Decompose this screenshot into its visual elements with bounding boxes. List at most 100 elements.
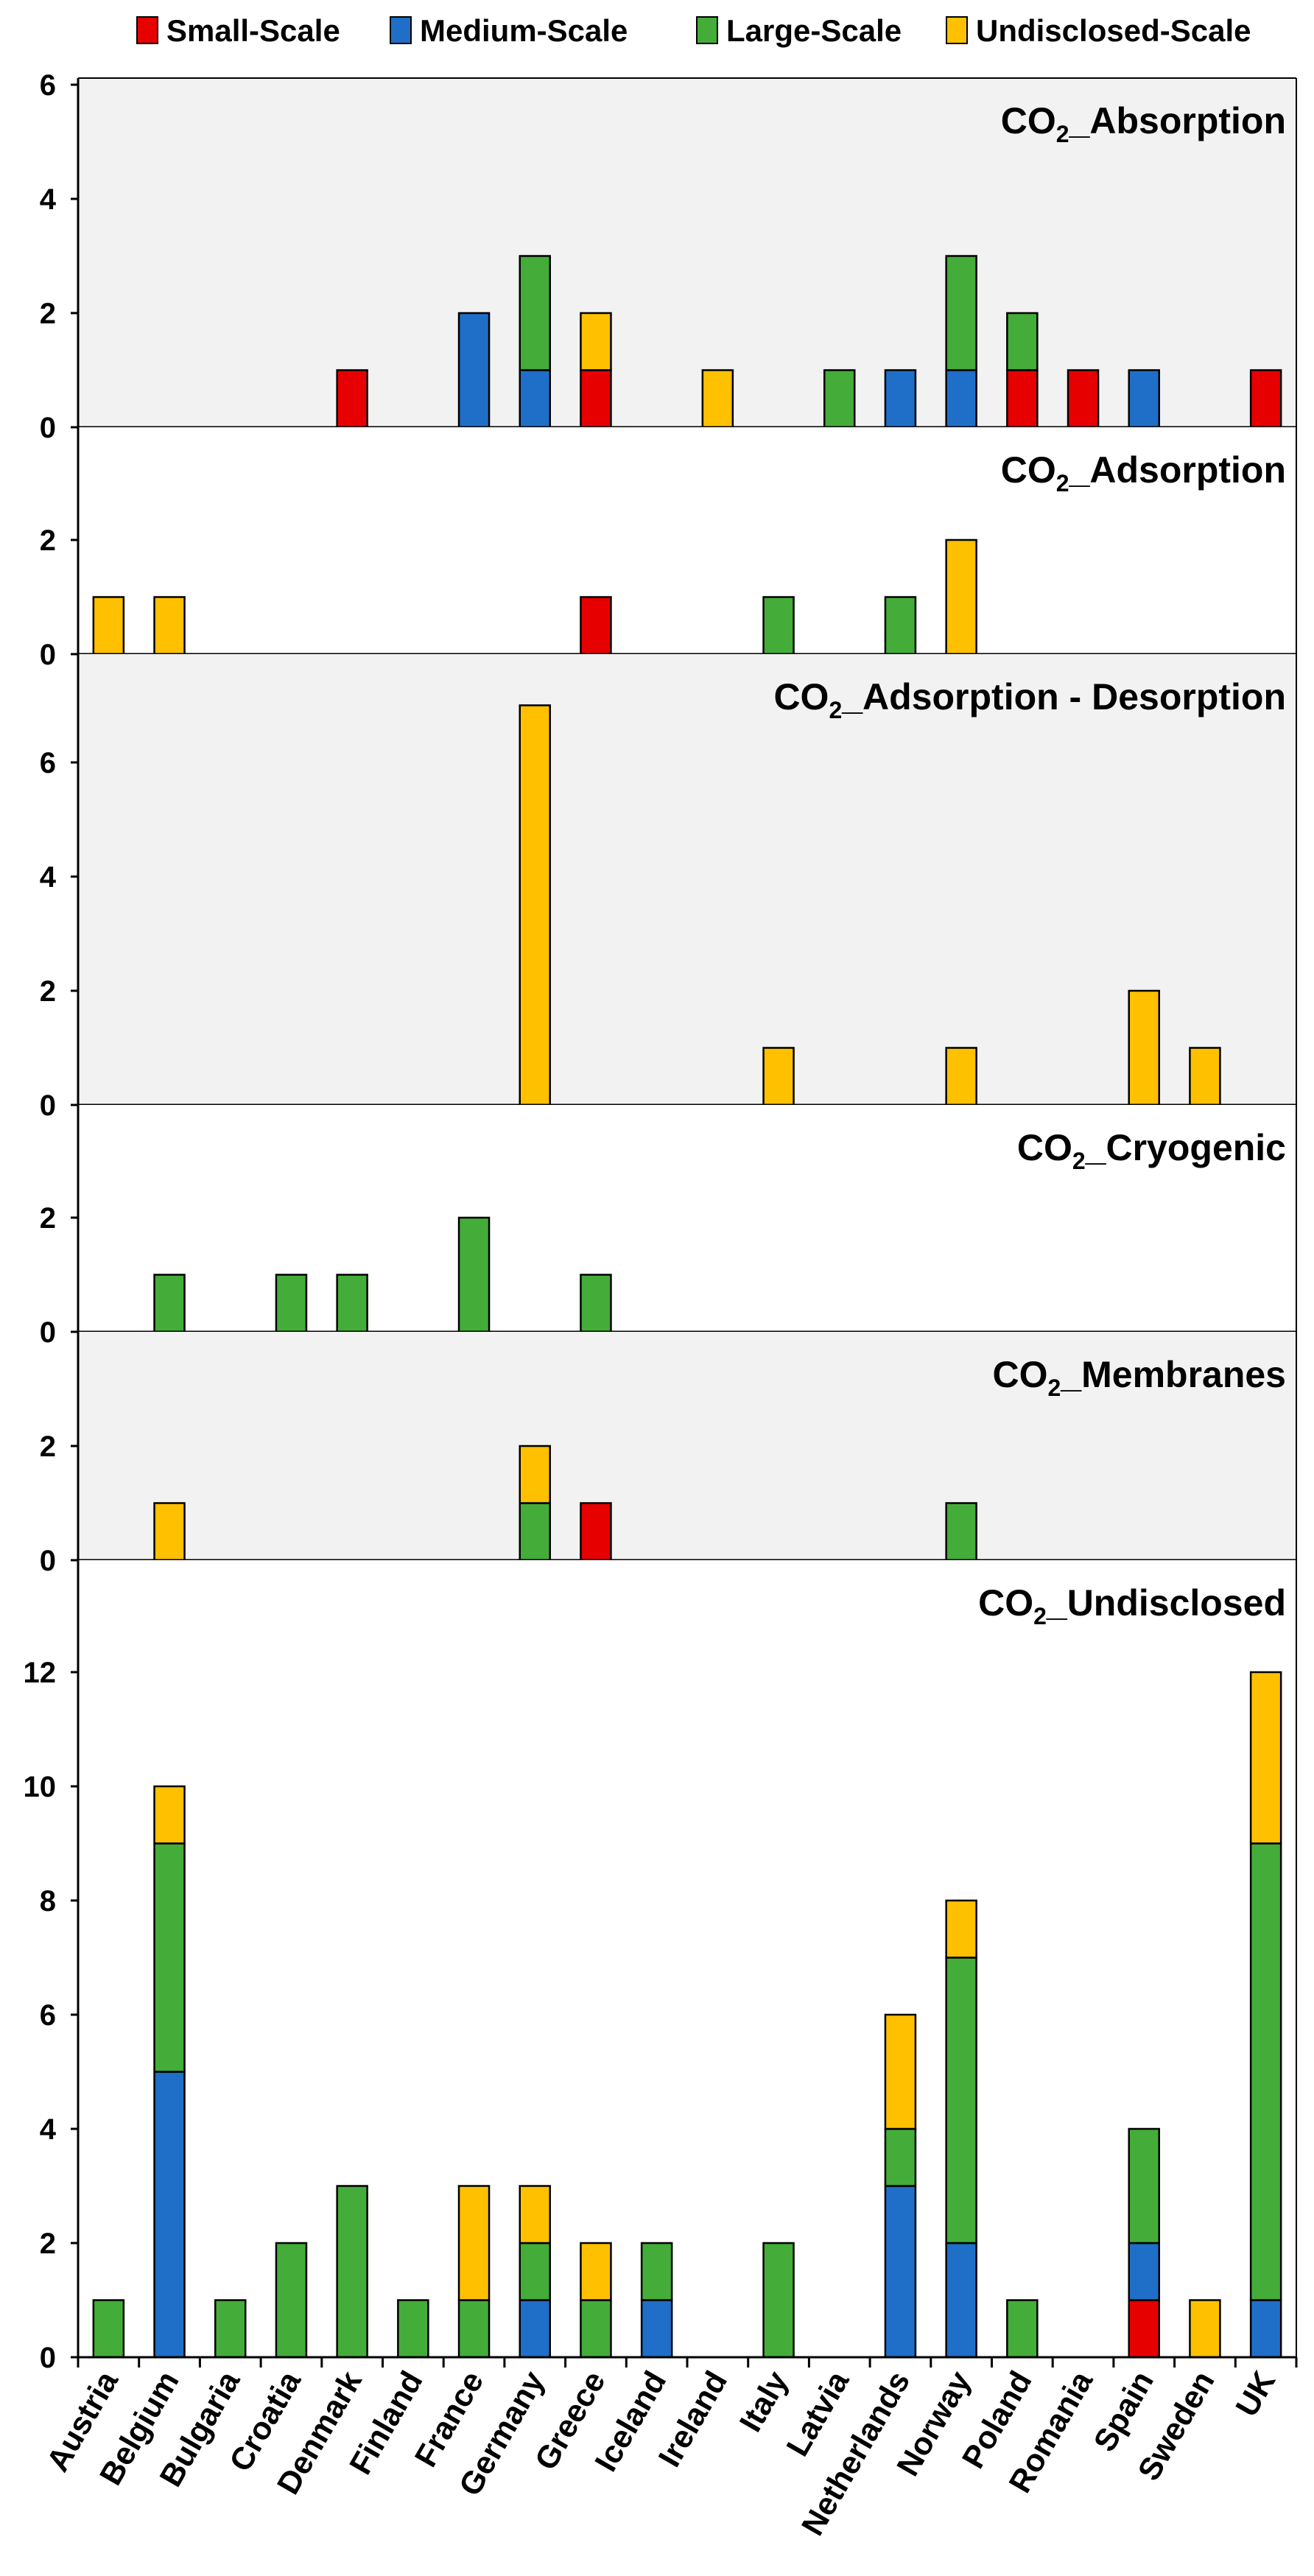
bar-netherlands-medium-scale [884, 2185, 917, 2359]
panel-background [78, 654, 1296, 1105]
bar-ireland-undisclosed-scale [701, 369, 734, 429]
bar-bulgaria-large-scale [214, 2299, 247, 2359]
bar-france-undisclosed-scale [457, 2185, 491, 2301]
y-tick-label: 0 [40, 2342, 56, 2374]
legend-swatch [136, 16, 158, 44]
x-axis: AustriaBelgiumBulgariaCroatiaDenmarkFinl… [40, 2357, 1298, 2541]
x-tick-label-italy: Italy [733, 2365, 795, 2438]
y-tick-label: 6 [40, 747, 56, 779]
bar-finland-large-scale [397, 2299, 429, 2359]
legend-item-large-scale: Large-Scale [696, 13, 902, 48]
y-tick-label: 10 [24, 1771, 57, 1803]
bar-denmark-large-scale [336, 2185, 368, 2359]
bar-spain-undisclosed-scale [1128, 989, 1160, 1106]
legend-label: Small-Scale [166, 13, 340, 48]
legend-item-small-scale: Small-Scale [136, 13, 340, 48]
bar-italy-undisclosed-scale [762, 1047, 795, 1106]
y-tick-label: 2 [40, 1431, 56, 1463]
bar-sweden-undisclosed-scale [1189, 1047, 1221, 1106]
bar-italy-large-scale [762, 596, 795, 656]
bar-netherlands-large-scale [884, 2127, 917, 2187]
bar-france-large-scale [457, 2299, 491, 2359]
bar-germany-large-scale [519, 2242, 551, 2301]
x-tick-label-uk: UK [1229, 2365, 1283, 2423]
panel-membranes: CO2_Membranes 0 2 [40, 1332, 1297, 1577]
bar-belgium-undisclosed-scale [153, 1502, 186, 1562]
legend: Small-Scale Medium-Scale Large-Scale Undisc… [136, 13, 1251, 48]
bar-belgium-large-scale [153, 1842, 186, 2073]
bar-spain-small-scale [1128, 2299, 1160, 2359]
panel-title: CO2_Adsorption - Desorption [773, 676, 1286, 723]
bar-croatia-large-scale [275, 2242, 308, 2359]
bar-greece-small-scale [580, 596, 612, 656]
y-tick-label: 0 [40, 412, 56, 444]
y-tick-label: 0 [40, 1089, 56, 1122]
bar-iceland-large-scale [640, 2242, 673, 2301]
bar-germany-undisclosed-scale [519, 704, 551, 1106]
bar-poland-large-scale [1006, 2299, 1039, 2359]
y-tick-label: 2 [40, 2228, 56, 2260]
y-tick-label: 0 [40, 1545, 56, 1577]
bar-norway-undisclosed-scale [945, 1047, 977, 1106]
panel-title: CO2_Cryogenic [1017, 1127, 1286, 1174]
panel-absorption: CO2_Absorption 0 2 4 6 [40, 69, 1297, 444]
bar-italy-large-scale [762, 2242, 795, 2359]
y-tick-label: 2 [40, 975, 56, 1008]
bar-greece-small-scale [580, 1502, 612, 1562]
bar-norway-undisclosed-scale [945, 538, 977, 656]
panel-adsorption-desorption: CO2_Adsorption - Desorption 0 2 4 6 [40, 654, 1297, 1122]
y-tick-label: 2 [40, 524, 56, 557]
panel-background [78, 1560, 1296, 2357]
y-tick-label: 2 [40, 298, 56, 330]
bar-poland-large-scale [1006, 312, 1039, 371]
bar-uk-undisclosed-scale [1249, 1671, 1282, 1845]
bar-croatia-large-scale [275, 1274, 308, 1333]
panel-title: CO2_Undisclosed [978, 1582, 1286, 1629]
bar-germany-undisclosed-scale [519, 2185, 551, 2245]
panel-background [78, 427, 1296, 654]
panel-adsorption: CO2_Adsorption 0 2 [40, 427, 1297, 671]
legend-swatch [390, 16, 412, 44]
panel-background [78, 1332, 1296, 1560]
bar-poland-small-scale [1006, 369, 1039, 429]
bar-germany-large-scale [519, 255, 551, 371]
bar-spain-large-scale [1128, 2127, 1160, 2245]
y-tick-label: 0 [40, 1316, 56, 1349]
y-tick-label: 6 [40, 1999, 56, 2032]
bar-iceland-medium-scale [640, 2299, 673, 2359]
bar-norway-medium-scale [945, 369, 977, 429]
bar-greece-small-scale [580, 369, 612, 429]
y-tick-label: 8 [40, 1885, 56, 1917]
y-tick-label: 6 [40, 69, 56, 102]
panel-undisclosed: CO2_Undisclosed 0 2 4 6 8 10 12 [24, 1560, 1297, 2374]
bar-austria-large-scale [92, 2299, 125, 2359]
panel-title: CO2_Absorption [1001, 100, 1286, 147]
bar-norway-undisclosed-scale [945, 1899, 977, 1959]
legend-swatch [946, 16, 968, 44]
y-tick-label: 4 [40, 861, 57, 894]
bar-belgium-undisclosed-scale [153, 596, 186, 656]
bar-norway-large-scale [945, 1502, 977, 1562]
bar-netherlands-medium-scale [884, 369, 917, 429]
bar-denmark-small-scale [336, 369, 368, 429]
panel-title: CO2_Membranes [993, 1354, 1287, 1401]
bar-greece-large-scale [580, 2299, 612, 2359]
bar-belgium-large-scale [153, 1274, 186, 1333]
bar-germany-large-scale [519, 1502, 551, 1562]
bar-germany-undisclosed-scale [519, 1445, 551, 1504]
legend-item-undisclosed-scale: Undisclosed-Scale [946, 13, 1251, 48]
bar-belgium-undisclosed-scale [153, 1785, 186, 1845]
bar-norway-large-scale [945, 1956, 977, 2245]
panel-background [78, 78, 1296, 427]
bar-belgium-medium-scale [153, 2071, 186, 2359]
bar-norway-large-scale [945, 255, 977, 371]
bar-spain-medium-scale [1128, 2242, 1160, 2301]
bar-norway-medium-scale [945, 2242, 977, 2359]
bar-sweden-undisclosed-scale [1189, 2299, 1221, 2359]
y-tick-label: 12 [24, 1657, 57, 1689]
legend-label: Undisclosed-Scale [976, 13, 1251, 48]
panel-cryogenic: CO2_Cryogenic 0 2 [40, 1105, 1297, 1349]
y-tick-label: 2 [40, 1202, 56, 1235]
bar-greece-undisclosed-scale [580, 2242, 612, 2301]
legend-item-medium-scale: Medium-Scale [390, 13, 628, 48]
